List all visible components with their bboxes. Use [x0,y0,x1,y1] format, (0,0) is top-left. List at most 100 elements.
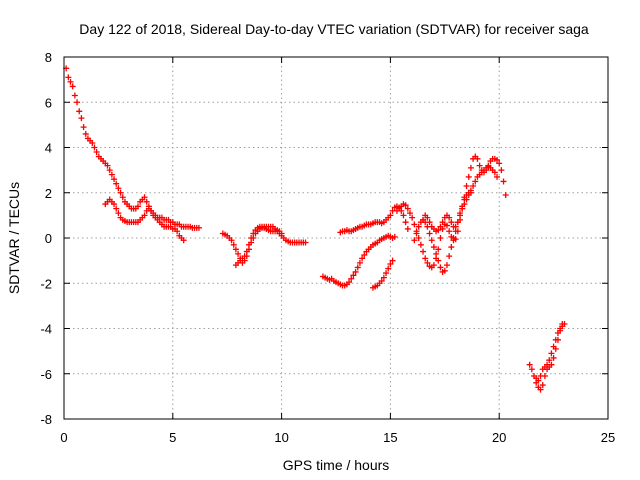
data-point [494,173,501,180]
data-point [437,223,444,230]
x-axis-label: GPS time / hours [283,457,390,473]
series-arc-13 [533,320,566,384]
data-point [346,279,353,286]
data-point [117,189,124,196]
data-point [230,241,237,248]
data-point [537,386,544,393]
data-point [476,162,483,169]
y-tick-label: 6 [45,95,52,110]
data-point [535,377,542,384]
data-point [537,373,544,380]
series-arc-2 [102,196,202,231]
axis-ticks: 0 5 10 15 20 25 -8 -6 -4 -2 0 2 4 6 8 [40,50,615,445]
data-point [76,108,83,115]
data-point [424,214,431,221]
grid-lines [64,57,608,419]
data-point [302,239,309,246]
y-tick-label: -2 [40,276,52,291]
series-arc-12 [526,320,568,393]
data-point [91,144,98,151]
data-point [500,178,507,185]
data-point [548,350,555,357]
data-point [448,244,455,251]
data-point [409,214,416,221]
data-point [141,194,148,201]
data-point [435,246,442,253]
data-point [78,115,85,122]
data-point [387,261,394,268]
data-point [356,259,363,266]
x-tick-label: 10 [274,430,288,445]
data-point [459,205,466,212]
data-point [134,203,141,210]
data-point [361,251,368,258]
series-arc-3 [143,198,187,244]
data-point [74,99,81,106]
data-point [385,265,392,272]
y-tick-label: -6 [40,367,52,382]
y-tick-label: 0 [45,231,52,246]
data-point [141,212,148,219]
data-point [383,270,390,277]
series-arc-8 [369,257,396,291]
data-point [552,336,559,343]
data-point [104,162,111,169]
data-point [387,212,394,219]
data-point [113,180,120,187]
data-point [467,164,474,171]
data-point [439,219,446,226]
data-point [411,221,418,228]
data-point [413,230,420,237]
data-point [472,178,479,185]
data-point [430,262,437,269]
data-point [411,237,418,244]
data-point [463,182,470,189]
data-point [494,156,501,163]
data-point [446,214,453,221]
data-point [82,130,89,137]
data-point [378,277,385,284]
data-point [446,253,453,260]
x-tick-label: 5 [169,430,176,445]
data-point [420,248,427,255]
data-point [457,212,464,219]
data-point [420,216,427,223]
data-point [404,205,411,212]
data-point [433,250,440,257]
data-point [402,202,409,209]
data-point [430,244,437,251]
data-point [415,223,422,230]
data-point [348,275,355,282]
data-point [465,173,472,180]
data-point [443,222,450,229]
data-point [446,228,453,235]
data-point [550,354,557,361]
data-point [467,189,474,196]
data-point [65,74,72,81]
data-point [389,257,396,264]
chart-title: Day 122 of 2018, Sidereal Day-to-day VTE… [79,21,589,37]
data-point [415,235,422,241]
y-tick-label: -4 [40,322,52,337]
data-point [250,230,257,237]
data-point [359,255,366,262]
data-point [554,330,561,337]
y-tick-label: 2 [45,186,52,201]
data-point [426,230,433,237]
data-point [491,169,498,176]
data-point [180,237,187,244]
data-point [352,268,359,275]
data-point [428,237,435,244]
data-point [143,198,150,205]
data-point [119,194,126,201]
data-point [350,272,357,279]
data-point [106,167,113,174]
data-point [557,325,564,332]
data-point [526,361,533,368]
data-point [400,212,407,219]
data-point [450,235,457,241]
x-tick-label: 20 [492,430,506,445]
data-point [145,203,152,210]
data-point [80,124,87,131]
data-point [461,201,468,208]
